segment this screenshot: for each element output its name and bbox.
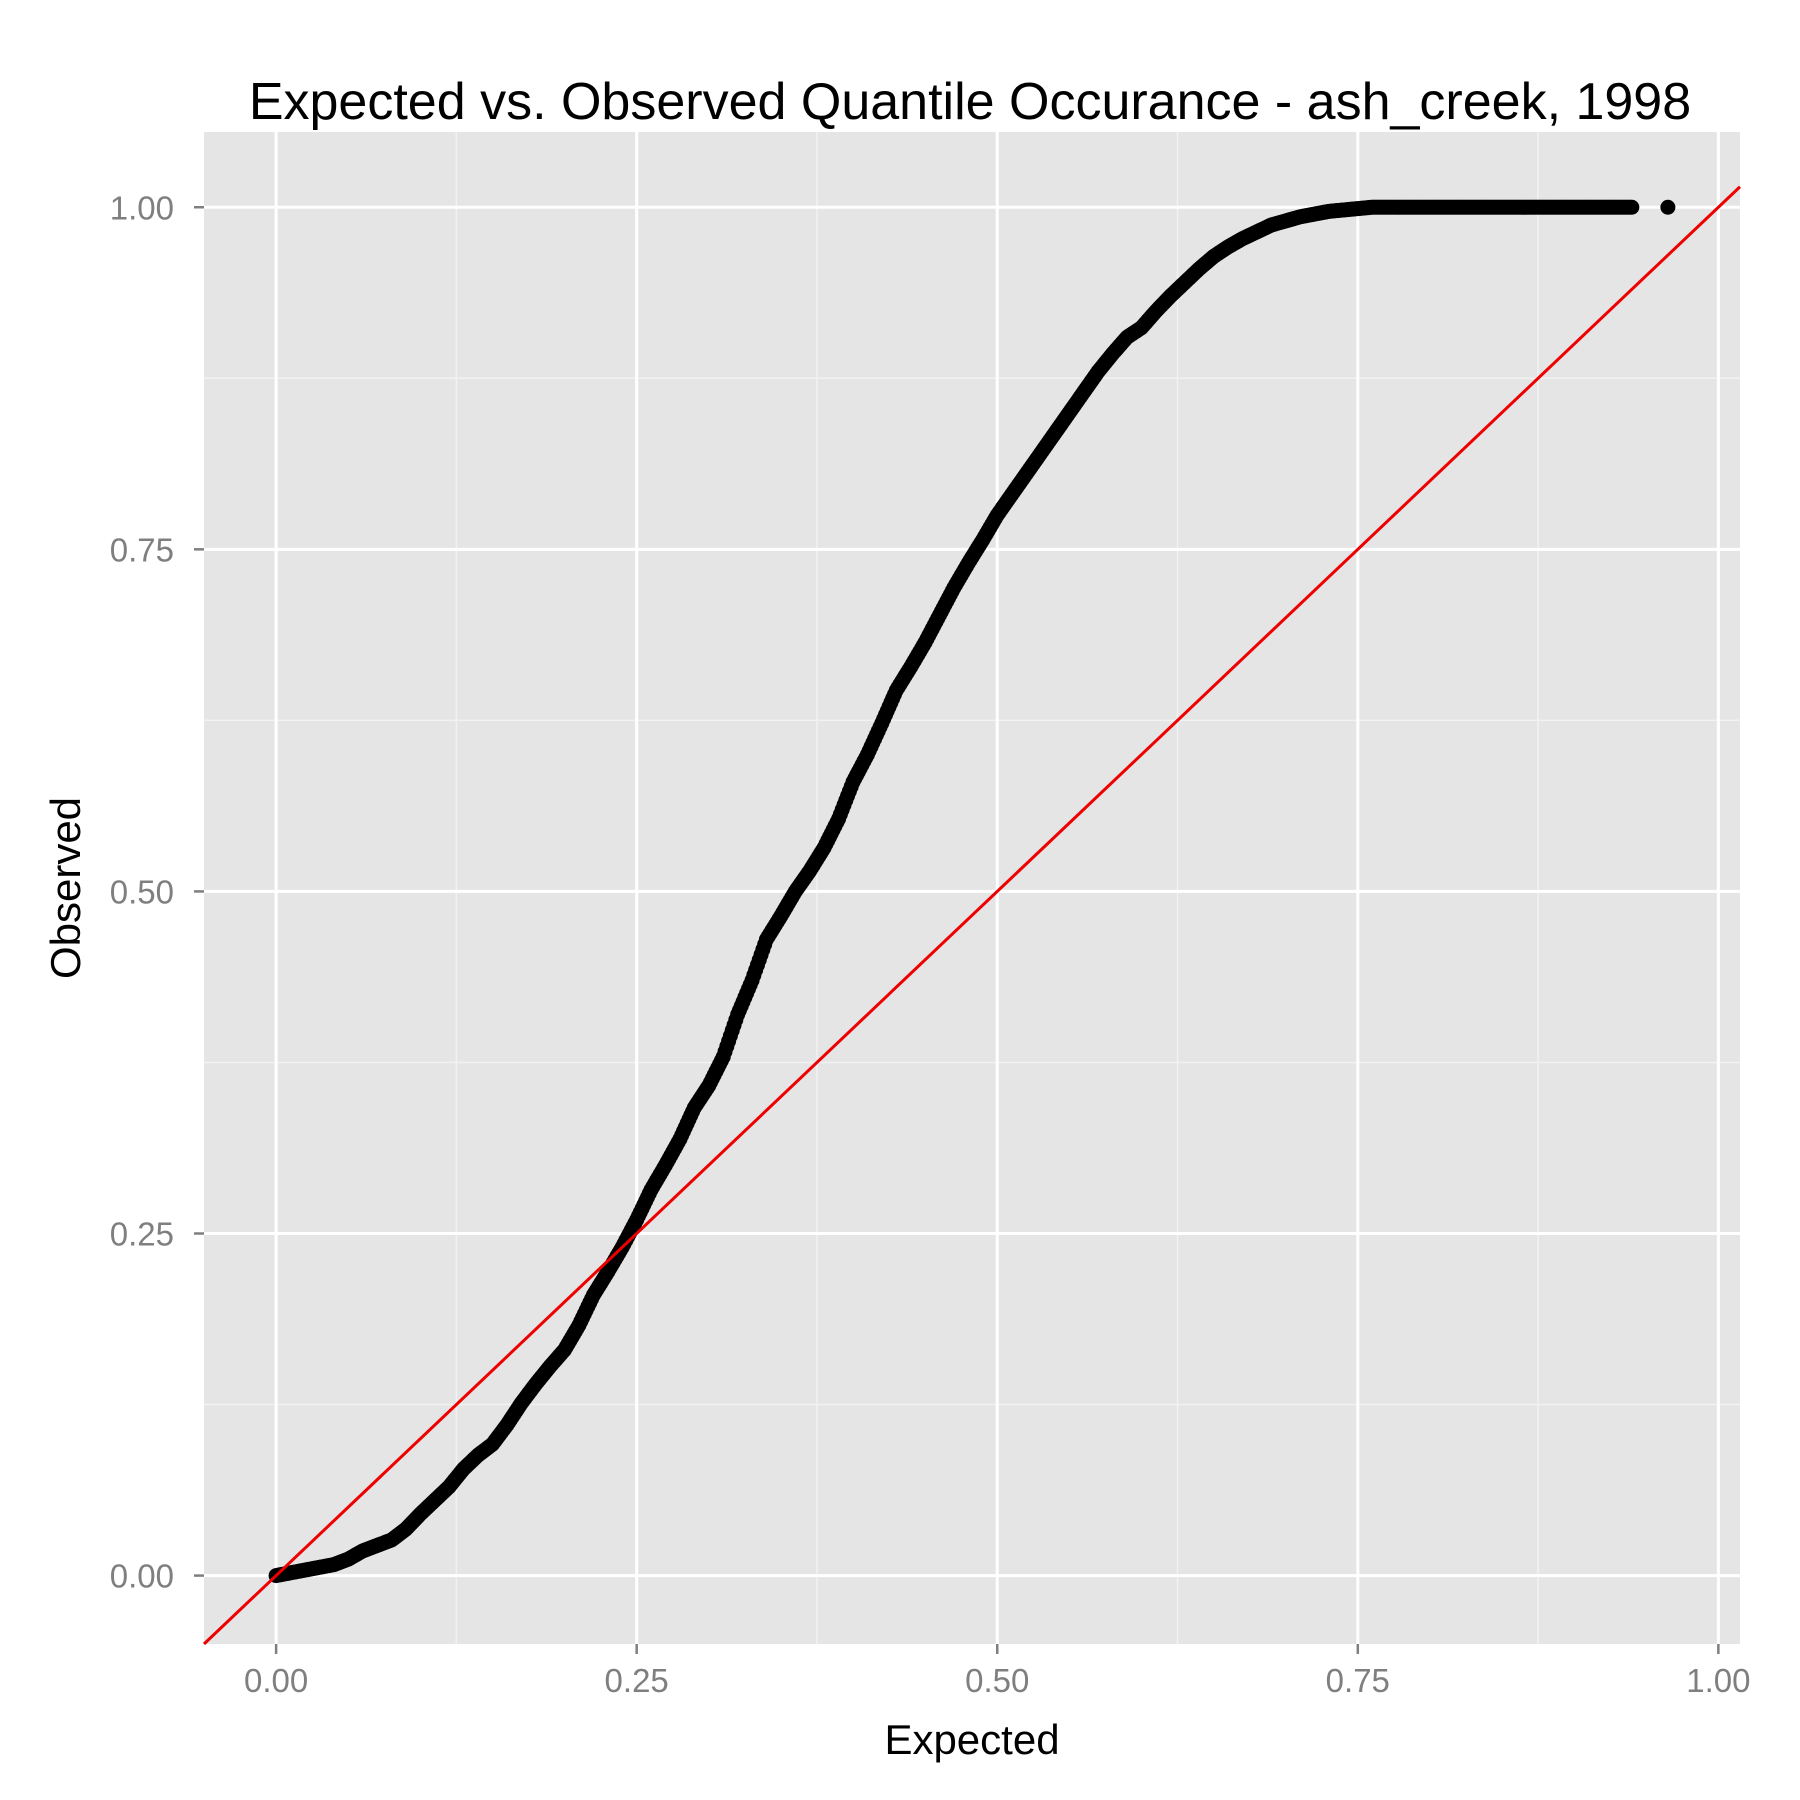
y-tick-label: 1.00 — [110, 189, 174, 226]
grid-minor — [204, 132, 1740, 1644]
x-tick-label: 0.25 — [605, 1662, 669, 1699]
y-axis-tick-labels: 0.00 0.25 0.50 0.75 1.00 — [110, 189, 174, 1594]
data-points — [268, 199, 1676, 1584]
x-axis-ticks — [274, 1644, 1720, 1654]
x-axis-label: Expected — [884, 1716, 1059, 1763]
plot-panel — [204, 132, 1740, 1644]
reference-line — [202, 185, 1742, 1646]
y-axis-label: Observed — [42, 797, 89, 979]
y-tick-label: 0.50 — [110, 873, 174, 910]
data-point — [1624, 199, 1640, 215]
y-axis-ticks — [194, 206, 204, 1577]
x-axis-tick-labels: 0.00 0.25 0.50 0.75 1.00 — [244, 1662, 1750, 1699]
x-tick-label: 0.00 — [244, 1662, 308, 1699]
x-tick-label: 0.75 — [1326, 1662, 1390, 1699]
y-tick-label: 0.00 — [110, 1558, 174, 1595]
y-tick-label: 0.75 — [110, 531, 174, 568]
y-tick-label: 0.25 — [110, 1216, 174, 1253]
chart-title: Expected vs. Observed Quantile Occurance… — [249, 73, 1691, 131]
x-tick-label: 0.50 — [965, 1662, 1029, 1699]
data-point — [1660, 199, 1676, 215]
x-tick-label: 1.00 — [1686, 1662, 1750, 1699]
